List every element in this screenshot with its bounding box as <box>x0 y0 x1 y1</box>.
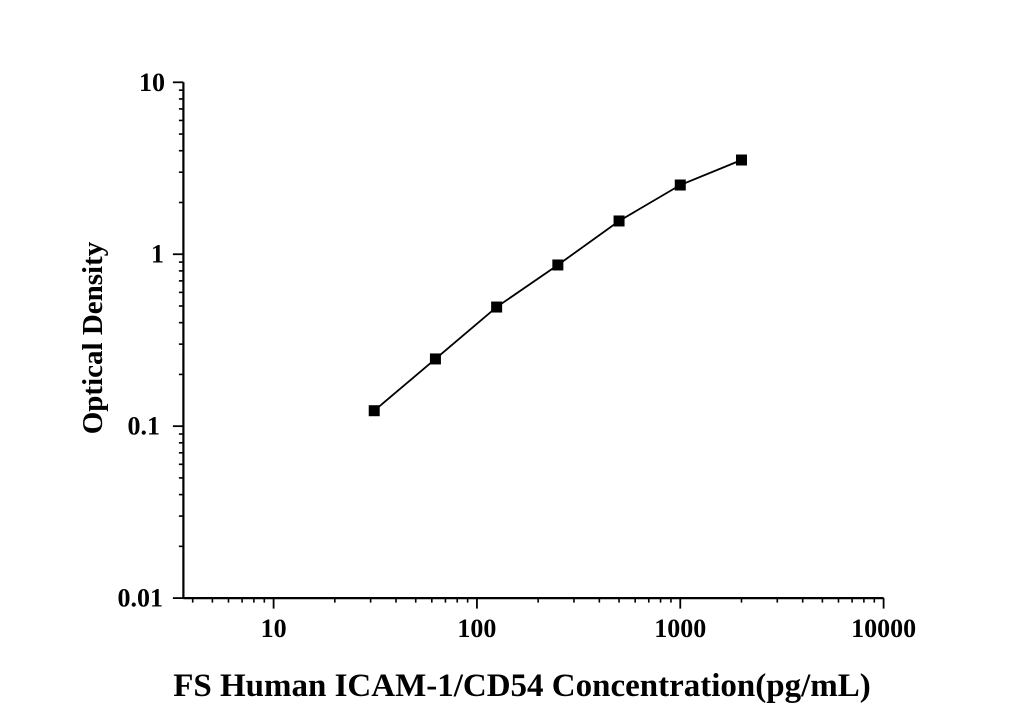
svg-text:0.01: 0.01 <box>118 584 164 613</box>
svg-text:FS Human ICAM-1/CD54 Concentra: FS Human ICAM-1/CD54 Concentration(pg/mL… <box>173 668 871 704</box>
svg-text:10000: 10000 <box>851 614 916 643</box>
svg-text:1000: 1000 <box>654 614 706 643</box>
svg-text:Optical Density: Optical Density <box>77 241 109 434</box>
svg-text:10: 10 <box>261 614 287 643</box>
svg-text:1: 1 <box>151 240 164 269</box>
svg-text:10: 10 <box>139 68 165 97</box>
svg-text:100: 100 <box>457 614 496 643</box>
svg-text:0.1: 0.1 <box>128 412 161 441</box>
